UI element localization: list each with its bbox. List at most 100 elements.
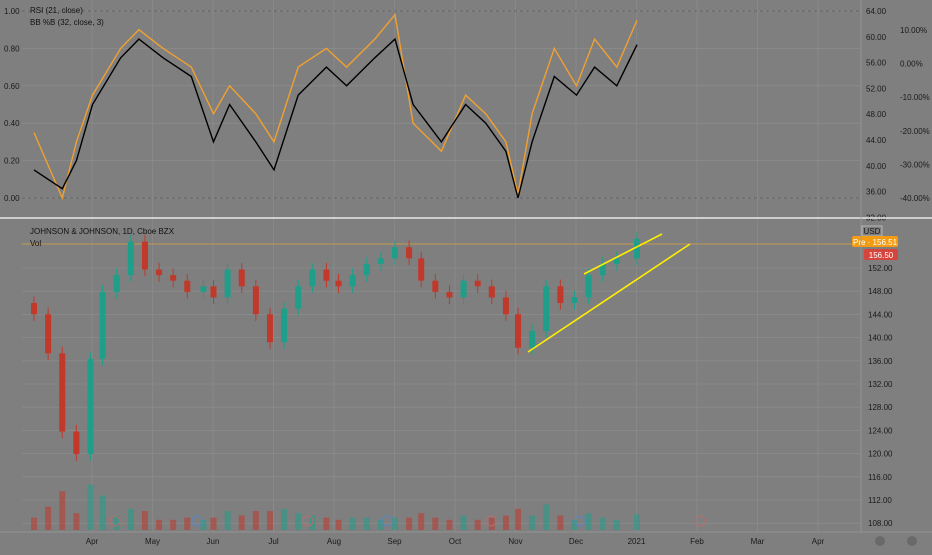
price-tick-label: 116.00 bbox=[868, 473, 892, 482]
percent-tick-label: -30.00% bbox=[900, 160, 930, 169]
volume-bar bbox=[585, 513, 592, 530]
lower-trend-line[interactable] bbox=[527, 243, 691, 353]
volume-bar bbox=[432, 517, 439, 530]
pre-price-label: Pre · 156.51 bbox=[853, 238, 898, 247]
price-tick-label: 140.00 bbox=[868, 334, 893, 343]
volume-bar bbox=[45, 506, 52, 530]
symbol-title: JOHNSON & JOHNSON, 1D, Cboe BZX bbox=[30, 227, 175, 236]
price-tick-label: 124.00 bbox=[868, 426, 893, 435]
candle-body bbox=[45, 314, 52, 354]
right-tick-label: 60.00 bbox=[866, 33, 887, 42]
candle-body bbox=[557, 286, 564, 304]
candle-body bbox=[432, 280, 439, 292]
right-tick-label: 64.00 bbox=[866, 7, 887, 16]
legend-bbpb: BB %B (32, close, 3) bbox=[30, 18, 104, 27]
event-marker-icon bbox=[485, 515, 497, 527]
candle-body bbox=[488, 286, 495, 298]
volume-bar bbox=[141, 511, 148, 530]
candle-body bbox=[418, 258, 425, 281]
candle-body bbox=[309, 269, 316, 287]
left-axis-ticks: 1.00 0.80 0.60 0.40 0.20 0.00 bbox=[4, 7, 20, 203]
volume-bar bbox=[266, 511, 273, 530]
candle-body bbox=[141, 241, 148, 270]
candle-body bbox=[460, 280, 467, 298]
volume-bar bbox=[87, 484, 94, 530]
candle-body bbox=[613, 258, 620, 264]
settings-icon[interactable] bbox=[875, 536, 885, 546]
price-tick-label: 144.00 bbox=[868, 310, 893, 319]
left-tick-label: 0.20 bbox=[4, 157, 20, 166]
time-axis-label: May bbox=[145, 537, 160, 546]
event-marker-icon bbox=[109, 515, 121, 527]
right-axis-ticks: 64.00 60.00 56.00 52.00 48.00 44.00 40.00 36.00… bbox=[866, 7, 887, 222]
candle-body bbox=[363, 263, 370, 276]
candle-body bbox=[252, 286, 259, 315]
price-tick-label: 120.00 bbox=[868, 450, 893, 459]
time-axis-label: Aug bbox=[327, 537, 341, 546]
right-tick-label: 56.00 bbox=[866, 59, 887, 68]
candle-body bbox=[210, 286, 217, 298]
candle-body bbox=[87, 358, 94, 454]
price-tick-label: 128.00 bbox=[868, 403, 893, 412]
candle-body bbox=[515, 314, 522, 348]
candle-body bbox=[266, 314, 273, 343]
volume-bar bbox=[200, 519, 207, 530]
event-marker-icon bbox=[191, 515, 203, 527]
candle-body bbox=[406, 247, 413, 259]
candle-body bbox=[323, 269, 330, 281]
price-tick-label: 148.00 bbox=[868, 287, 893, 296]
auto-scale-icon[interactable] bbox=[907, 536, 917, 546]
candle-body bbox=[73, 431, 80, 454]
volume-bar bbox=[156, 519, 163, 530]
right-tick-label: 44.00 bbox=[866, 136, 887, 145]
time-axis-label: Jul bbox=[268, 537, 278, 546]
volume-bar bbox=[31, 517, 38, 530]
candle-body bbox=[99, 291, 106, 359]
volume-bar bbox=[363, 517, 370, 530]
upper-trend-line[interactable] bbox=[583, 233, 663, 275]
left-tick-label: 0.40 bbox=[4, 119, 20, 128]
volume-bar bbox=[184, 517, 191, 530]
volume-bar bbox=[127, 508, 134, 530]
volume-bar bbox=[446, 519, 453, 530]
volume-bar bbox=[418, 513, 425, 530]
candle-body bbox=[349, 275, 356, 287]
event-marker-icon bbox=[694, 515, 706, 527]
volume-bar bbox=[335, 519, 342, 530]
volume-bar bbox=[557, 515, 564, 530]
price-tick-label: 152.00 bbox=[868, 264, 893, 273]
volume-label: Vol bbox=[30, 239, 41, 248]
candle-body bbox=[335, 280, 342, 287]
price-pane[interactable]: JOHNSON & JOHNSON, 1D, Cboe BZX Vol 152.… bbox=[22, 225, 898, 530]
time-axis-label: Apr bbox=[86, 537, 99, 546]
candle-body bbox=[31, 303, 38, 315]
indicator-pane[interactable]: RSI (21, close) BB %B (32, close, 3) 1.0… bbox=[4, 6, 930, 222]
percent-tick-label: 10.00% bbox=[900, 26, 927, 35]
rsi-line bbox=[33, 37, 638, 199]
volume-bar bbox=[392, 517, 398, 530]
price-tick-label: 112.00 bbox=[868, 496, 892, 505]
currency-label: USD bbox=[864, 227, 881, 236]
time-axis[interactable]: Apr May Jun Jul Aug Sep Oct Nov Dec 2021 Feb Mar Apr bbox=[0, 531, 932, 546]
candle-body bbox=[599, 263, 606, 276]
event-markers[interactable] bbox=[109, 515, 706, 527]
volume-bar bbox=[529, 515, 536, 530]
percent-tick-label: -40.00% bbox=[900, 194, 930, 203]
left-tick-label: 0.80 bbox=[4, 44, 20, 53]
volume-bar bbox=[515, 508, 522, 530]
candle-body bbox=[170, 275, 177, 281]
price-tick-label: 108.00 bbox=[868, 519, 893, 528]
candle-body bbox=[113, 275, 120, 292]
candle-body bbox=[474, 280, 481, 287]
percent-axis-ticks: 10.00% 0.00% -10.00% -20.00% -30.00% -40.00% bbox=[900, 26, 930, 203]
time-axis-label: 2021 bbox=[628, 537, 646, 546]
legend-rsi: RSI (21, close) bbox=[30, 6, 83, 15]
candle-body bbox=[634, 238, 640, 259]
event-marker-icon bbox=[574, 515, 586, 527]
volume-bar bbox=[238, 515, 245, 530]
candle-body bbox=[377, 258, 384, 264]
candle-body bbox=[224, 269, 231, 298]
